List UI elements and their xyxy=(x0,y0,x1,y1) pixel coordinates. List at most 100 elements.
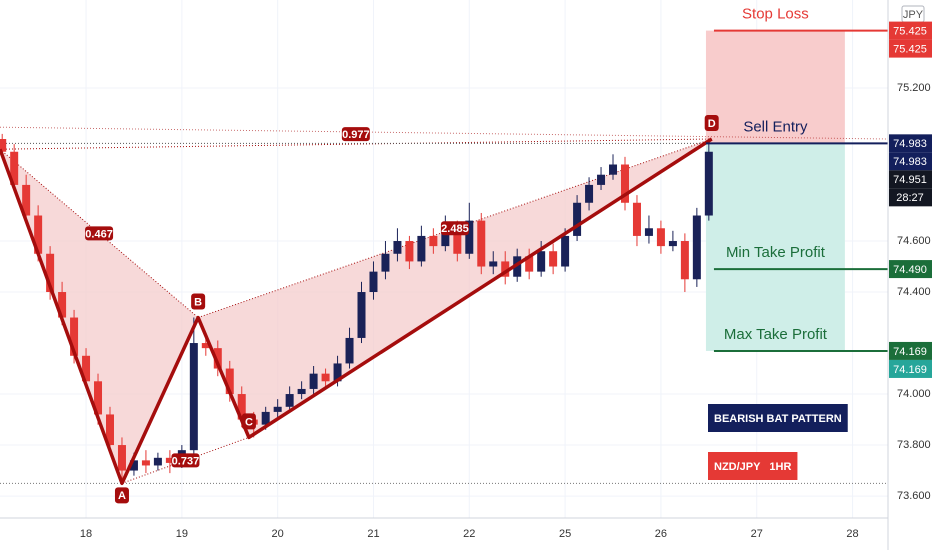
candle-body xyxy=(393,241,402,254)
candle-body xyxy=(165,457,174,463)
point-label-box xyxy=(114,487,129,504)
candle-body xyxy=(105,414,114,446)
candle-body xyxy=(525,256,534,272)
x-tick-label: 26 xyxy=(655,528,667,540)
currency: JPY xyxy=(903,9,924,21)
candle-body xyxy=(10,151,19,185)
candle-body xyxy=(620,164,629,203)
candle-body xyxy=(632,202,641,236)
candle-body xyxy=(297,388,306,395)
candle-body xyxy=(573,202,582,236)
price-tag xyxy=(889,188,932,207)
pattern-legs xyxy=(0,137,713,486)
candle-body xyxy=(381,253,390,272)
candle-body xyxy=(489,261,498,267)
price-tag-label: 74.983 xyxy=(893,156,927,168)
candle-body xyxy=(213,348,222,369)
ratio-label-box xyxy=(85,226,114,241)
candle-body xyxy=(46,253,55,293)
candle-body xyxy=(537,251,546,272)
price-tag xyxy=(889,152,932,171)
candle-body xyxy=(465,220,474,254)
candle-body xyxy=(501,261,510,277)
price-tag-label: 74.951 xyxy=(893,174,927,186)
candle-body xyxy=(94,381,103,415)
price-tag-label: 74.490 xyxy=(893,264,927,276)
price-tag xyxy=(889,341,932,360)
candle-body xyxy=(704,151,713,216)
price-tag xyxy=(889,39,932,58)
candle-body xyxy=(644,228,653,236)
xd-level-line xyxy=(0,126,889,140)
ratio-label-box xyxy=(341,127,370,142)
candle-body xyxy=(153,457,162,466)
candle-body xyxy=(201,343,210,349)
annotation: NZD/JPY 1HR xyxy=(714,461,791,473)
candle-body xyxy=(237,394,246,420)
price-tag-label: 75.425 xyxy=(893,44,927,56)
candle-body xyxy=(117,445,126,471)
ratio-label: 0.977 xyxy=(342,129,370,141)
reward-zone xyxy=(705,143,845,351)
annotation-box xyxy=(708,452,798,480)
x-tick-label: 27 xyxy=(751,528,763,540)
candle-body xyxy=(597,174,606,185)
candle-body xyxy=(309,373,318,389)
price-tag xyxy=(889,21,932,40)
candle-body xyxy=(668,241,677,247)
candle-body xyxy=(189,343,198,451)
y-tick-label: 74.600 xyxy=(897,235,931,247)
y-tick-label: 75.200 xyxy=(897,82,931,94)
price-tag-label: 74.169 xyxy=(893,364,927,376)
candle-body xyxy=(585,184,594,203)
x-tick-label: 18 xyxy=(80,528,92,540)
candle-body xyxy=(261,411,270,425)
candle-body xyxy=(417,235,426,262)
level-name: Min Take Profit xyxy=(726,244,826,261)
candle-body xyxy=(34,215,43,254)
y-tick-label: 74.400 xyxy=(897,286,931,298)
point-label: A xyxy=(118,490,126,502)
candle-body xyxy=(70,317,79,356)
level-name: Stop Loss xyxy=(742,6,809,23)
risk-zone xyxy=(705,30,845,144)
candle-body xyxy=(369,271,378,293)
point-label-box xyxy=(191,293,206,310)
candle-body xyxy=(345,337,354,364)
price-tag xyxy=(889,359,932,378)
y-tick-label: 74.000 xyxy=(897,388,931,400)
pattern-xab xyxy=(0,149,199,484)
candle-body xyxy=(441,225,450,247)
price-tag-label: 75.425 xyxy=(893,26,927,38)
candle-body xyxy=(561,235,570,267)
candle-body xyxy=(680,241,689,280)
x-tick-label: 20 xyxy=(272,528,284,540)
level-name: Max Take Profit xyxy=(724,326,828,343)
annotation: BEARISH BAT PATTERN xyxy=(714,413,842,425)
candle-body xyxy=(141,460,150,466)
x-tick-label: 19 xyxy=(176,528,188,540)
point-label-box xyxy=(241,413,256,430)
x-tick-label: 22 xyxy=(463,528,475,540)
candle-body xyxy=(22,184,31,216)
point-label: C xyxy=(245,416,253,428)
candle-body xyxy=(129,460,138,471)
candle-body xyxy=(692,215,701,280)
pattern-bcd xyxy=(198,139,712,438)
price-tag xyxy=(889,134,932,153)
y-tick-label: 73.800 xyxy=(897,439,931,451)
point-label: B xyxy=(194,296,202,308)
price-tag-label: 28:27 xyxy=(896,192,924,204)
price-tag xyxy=(889,260,932,279)
ratio-label: 0.467 xyxy=(85,228,113,240)
x-tick-label: 21 xyxy=(367,528,379,540)
candle-body xyxy=(656,228,665,247)
price-tag-label: 74.983 xyxy=(893,138,927,150)
ratio-label: 0.737 xyxy=(172,455,200,467)
candle-body xyxy=(333,363,342,382)
candle-body xyxy=(357,292,366,338)
candle-body xyxy=(82,355,91,382)
candle-body xyxy=(321,373,330,382)
level-name: Sell Entry xyxy=(743,118,808,135)
candle-body xyxy=(225,368,234,395)
